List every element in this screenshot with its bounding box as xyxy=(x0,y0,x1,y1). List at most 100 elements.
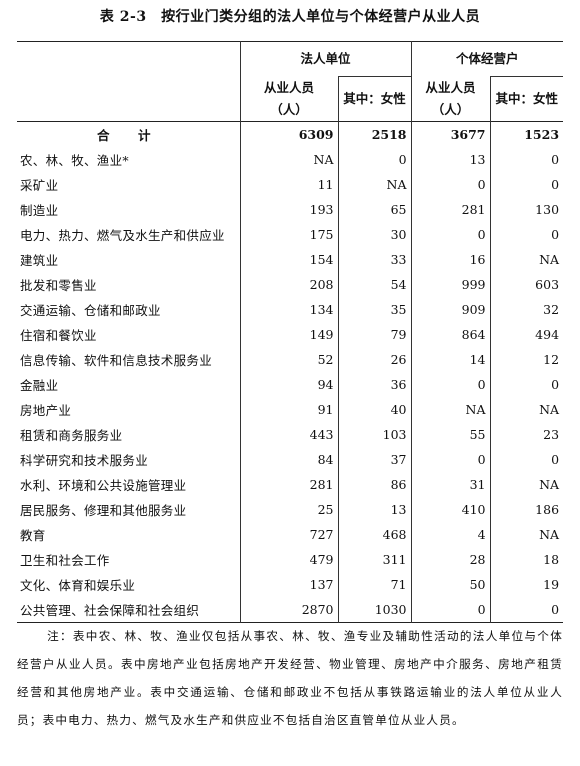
table-row: 居民服务、修理和其他服务业 25 13 410 186 xyxy=(17,497,564,522)
row-label: 批发和零售业 xyxy=(20,278,97,293)
cell-individual-employees: 909 xyxy=(410,297,491,322)
cell-legal-employees: 11 xyxy=(239,172,338,197)
cell-individual-employees: 281 xyxy=(410,197,491,222)
cell-legal-female: 86 xyxy=(337,472,412,497)
table-row-total: 合 计 6309 2518 3677 1523 xyxy=(17,121,564,147)
cell-legal-employees: 175 xyxy=(239,222,338,247)
table-row: 水利、环境和公共设施管理业 281 86 31 NA xyxy=(17,472,564,497)
row-label: 建筑业 xyxy=(20,253,59,268)
header-emp-unit: （人） xyxy=(270,101,308,117)
cell-legal-employees: 193 xyxy=(239,197,338,222)
cell-individual-employees: 0 xyxy=(410,372,491,397)
cell-individual-employees: 410 xyxy=(410,497,491,522)
cell-individual-employees: 28 xyxy=(410,547,491,572)
cell-legal-employees: 52 xyxy=(239,347,338,372)
cell-individual-female: NA xyxy=(489,472,564,497)
cell-legal-female: 54 xyxy=(337,272,412,297)
cell-legal-employees: 281 xyxy=(239,472,338,497)
table-row: 租赁和商务服务业 443 103 55 23 xyxy=(17,422,564,447)
cell-legal-female: 0 xyxy=(337,147,412,172)
cell-individual-female: 18 xyxy=(489,547,564,572)
row-label: 交通运输、仓储和邮政业 xyxy=(20,303,161,318)
header-group-individual: 个体经营户 xyxy=(410,41,564,77)
cell-legal-employees: 479 xyxy=(239,547,338,572)
table-footnote: 注：表中农、林、牧、渔业仅包括从事农、林、牧、渔专业及辅助性活动的法人单位与个体… xyxy=(17,622,563,734)
cell-legal-employees: 137 xyxy=(239,572,338,597)
cell-individual-employees: 31 xyxy=(410,472,491,497)
header-female-label: 其中：女性 xyxy=(495,91,559,106)
table-row: 电力、热力、燃气及水生产和供应业 175 30 0 0 xyxy=(17,222,564,247)
row-label: 制造业 xyxy=(20,203,59,218)
cell-legal-employees: 149 xyxy=(239,322,338,347)
row-label: 科学研究和技术服务业 xyxy=(20,453,149,468)
header-legal-employees: 从业人员 （人） xyxy=(239,76,338,122)
cell-individual-female: 603 xyxy=(489,272,564,297)
cell-individual-female: 12 xyxy=(489,347,564,372)
cell-individual-female: 19 xyxy=(489,572,564,597)
cell-legal-employees: 154 xyxy=(239,247,338,272)
cell-legal-employees: 25 xyxy=(239,497,338,522)
row-label: 水利、环境和公共设施管理业 xyxy=(20,478,187,493)
cell-individual-employees: 0 xyxy=(410,222,491,247)
cell-legal-employees: 94 xyxy=(239,372,338,397)
cell-individual-female: 0 xyxy=(489,222,564,247)
footnote-text: 注：表中农、林、牧、渔业仅包括从事农、林、牧、渔专业及辅助性活动的法人单位与个体… xyxy=(17,629,563,727)
cell-individual-female: 494 xyxy=(489,322,564,347)
table-row: 制造业 193 65 281 130 xyxy=(17,197,564,222)
cell-legal-employees: 208 xyxy=(239,272,338,297)
row-label: 公共管理、社会保障和社会组织 xyxy=(20,603,200,618)
row-label: 金融业 xyxy=(20,378,59,393)
table-row: 科学研究和技术服务业 84 37 0 0 xyxy=(17,447,564,472)
cell-legal-female: 468 xyxy=(337,522,412,547)
row-label: 农、林、牧、渔业* xyxy=(20,153,129,168)
table-row: 教育 727 468 4 NA xyxy=(17,522,564,547)
table-row: 交通运输、仓储和邮政业 134 35 909 32 xyxy=(17,297,564,322)
table-title: 表 2-3 按行业门类分组的法人单位与个体经营户从业人员 xyxy=(99,9,481,25)
header-emp-unit: （人） xyxy=(431,101,470,117)
cell-legal-female: 40 xyxy=(337,397,412,422)
cell-individual-female: 0 xyxy=(489,447,564,472)
header-blank-cell xyxy=(17,42,240,122)
table-row: 卫生和社会工作 479 311 28 18 xyxy=(17,547,564,572)
table-row: 文化、体育和娱乐业 137 71 50 19 xyxy=(17,572,564,597)
table-row: 采矿业 11 NA 0 0 xyxy=(17,172,564,197)
cell-individual-employees: 14 xyxy=(410,347,491,372)
row-label: 文化、体育和娱乐业 xyxy=(20,578,136,593)
cell-individual-female: 186 xyxy=(489,497,564,522)
cell-individual-employees: 3677 xyxy=(410,121,491,147)
cell-legal-female: NA xyxy=(337,172,412,197)
row-label: 住宿和餐饮业 xyxy=(20,328,97,343)
cell-individual-female: 0 xyxy=(489,372,564,397)
cell-legal-female: 35 xyxy=(337,297,412,322)
table-row: 信息传输、软件和信息技术服务业 52 26 14 12 xyxy=(17,347,564,372)
cell-individual-female: 0 xyxy=(489,172,564,197)
cell-legal-employees: 443 xyxy=(239,422,338,447)
cell-legal-female: 71 xyxy=(337,572,412,597)
header-individual-female: 其中：女性 xyxy=(489,76,564,122)
table-row: 住宿和餐饮业 149 79 864 494 xyxy=(17,322,564,347)
cell-individual-employees: NA xyxy=(410,397,491,422)
cell-legal-female: 26 xyxy=(337,347,412,372)
cell-individual-female: 23 xyxy=(489,422,564,447)
cell-individual-female: 0 xyxy=(489,147,564,172)
cell-legal-female: 2518 xyxy=(337,121,412,147)
cell-legal-female: 65 xyxy=(337,197,412,222)
row-label: 房地产业 xyxy=(20,403,72,418)
header-individual-employees: 从业人员 （人） xyxy=(410,76,491,122)
cell-individual-female: NA xyxy=(489,522,564,547)
cell-individual-female: NA xyxy=(489,397,564,422)
cell-legal-female: 33 xyxy=(337,247,412,272)
cell-individual-female: NA xyxy=(489,247,564,272)
cell-legal-employees: 2870 xyxy=(239,597,338,623)
cell-legal-employees: 727 xyxy=(239,522,338,547)
cell-individual-employees: 0 xyxy=(410,597,491,623)
cell-legal-female: 37 xyxy=(337,447,412,472)
row-label: 租赁和商务服务业 xyxy=(20,428,123,443)
cell-legal-employees: 134 xyxy=(239,297,338,322)
table-row: 建筑业 154 33 16 NA xyxy=(17,247,564,272)
row-label: 电力、热力、燃气及水生产和供应业 xyxy=(20,228,225,243)
cell-individual-female: 0 xyxy=(489,597,564,623)
table-row: 农、林、牧、渔业* NA 0 13 0 xyxy=(17,147,564,172)
row-label: 居民服务、修理和其他服务业 xyxy=(20,503,187,518)
